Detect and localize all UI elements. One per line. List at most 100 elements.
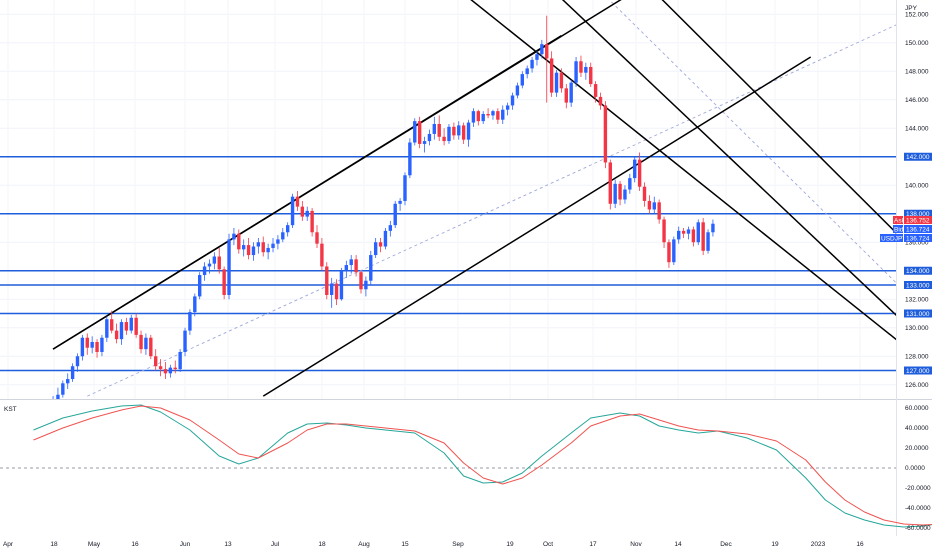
candle-body (85, 337, 89, 348)
candle-body (491, 111, 495, 116)
time-tick-label: 19 (771, 541, 779, 548)
trend-line (561, 0, 896, 317)
candle-body (344, 265, 349, 271)
ask-value: 136.752 (906, 218, 930, 225)
ask-label-tag (893, 216, 903, 224)
candle-body (158, 366, 163, 370)
quote-tags: Ask 136.752 Bid 136.724 USDJPY 136.724 (880, 216, 932, 243)
candle-body (246, 245, 251, 256)
time-tick-label: 17 (589, 541, 597, 548)
candle-body (706, 232, 710, 251)
candle-body (466, 122, 471, 140)
candle-body (613, 183, 617, 204)
candle-body (315, 232, 319, 244)
candle-body (471, 111, 476, 123)
level-tag-label: 138.000 (906, 211, 930, 218)
candle-body (119, 322, 124, 340)
channel-midlines (87, 0, 896, 397)
candle-body (530, 59, 534, 69)
candle-body (496, 111, 500, 120)
candle-body (652, 202, 656, 210)
time-tick-label: 18 (50, 541, 58, 548)
last-price-tag (904, 234, 932, 242)
bid-label: Bid (894, 227, 904, 234)
candle-body (447, 126, 451, 142)
candle-body (90, 342, 94, 348)
candle-body (188, 312, 192, 331)
price-tick-label: 144.000 (905, 125, 929, 132)
candle-body (134, 317, 138, 335)
price-grid (0, 13, 896, 386)
candle-body (281, 232, 285, 240)
candle-body (662, 219, 666, 243)
candle-body (667, 242, 671, 263)
candle-body (393, 203, 397, 226)
kst-tick-label: 0.0000 (905, 465, 925, 472)
ask-value-tag (904, 216, 932, 224)
price-tick-label: 140.000 (905, 182, 929, 189)
time-tick-label: 19 (506, 541, 514, 548)
level-tag-box (904, 209, 932, 218)
candle-body (110, 319, 114, 331)
candle-body (349, 259, 353, 266)
level-tag-box (904, 152, 932, 161)
candle-body (383, 230, 388, 247)
trend-line (661, 0, 896, 234)
candlesticks (52, 15, 715, 399)
kst-series-line (33, 404, 932, 528)
candle-body (378, 242, 383, 247)
candle-body (359, 272, 363, 290)
candle-body (545, 44, 549, 59)
kst-series-line (33, 405, 932, 526)
level-tag-box (904, 309, 932, 318)
candle-body (413, 121, 417, 143)
kst-axis[interactable]: 60.0000 40.0000 20.0000 0.0000 -20.0000 -40.0… (905, 405, 931, 532)
candle-body (691, 229, 696, 243)
candle-body (178, 351, 182, 370)
candle-body (417, 121, 422, 144)
candle-body (129, 317, 133, 331)
last-price-value: 136.724 (906, 236, 930, 243)
candle-body (711, 223, 715, 233)
kst-tick-label: 20.0000 (905, 445, 929, 452)
bid-value: 136.724 (906, 227, 930, 234)
candle-body (642, 186, 647, 201)
candle-body (437, 123, 441, 137)
time-axis[interactable]: Apr 18 May 16 Jun 13 Jul 18 Aug 15 Sep 19 Oct 17 Nov 14… (3, 541, 864, 548)
level-tag-label: 134.000 (906, 268, 930, 275)
candle-body (217, 256, 221, 270)
currency-label: JPY (905, 5, 918, 12)
candle-body (422, 141, 427, 144)
candle-body (222, 269, 226, 295)
candle-body (647, 200, 652, 210)
candle-body (197, 275, 202, 297)
candle-body (300, 206, 305, 217)
price-tick-label: 128.000 (905, 353, 929, 360)
candle-body (564, 88, 568, 103)
candle-body (227, 239, 231, 295)
level-tag-box (904, 266, 932, 275)
candle-body (95, 342, 99, 352)
candle-body (329, 283, 334, 295)
trend-line (52, 0, 622, 350)
ask-label: Ask (894, 218, 906, 225)
candle-body (124, 322, 129, 331)
time-tick-label: Jun (180, 541, 191, 548)
candle-body (457, 125, 461, 136)
candle-body (584, 66, 588, 73)
candle-body (276, 239, 280, 244)
candle-body (241, 245, 246, 250)
candle-body (256, 242, 261, 247)
candle-body (149, 337, 153, 357)
time-tick-label: 16 (856, 541, 864, 548)
candle-body (388, 225, 393, 231)
candle-body (623, 189, 627, 200)
candle-body (285, 225, 290, 233)
candle-body (525, 68, 529, 75)
horizontal-levels (0, 155, 896, 372)
level-tag-label: 131.000 (906, 311, 930, 318)
time-tick-label: May (88, 541, 101, 548)
kst-tick-label: 60.0000 (905, 405, 929, 412)
